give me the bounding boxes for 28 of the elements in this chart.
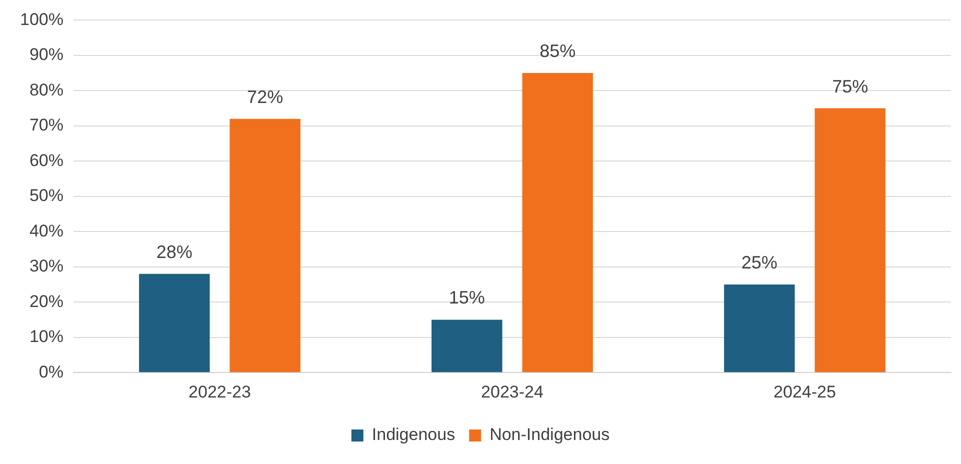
y-tick-label: 100% xyxy=(20,10,64,29)
y-tick-label: 50% xyxy=(29,186,64,206)
y-tick-label: 10% xyxy=(29,327,64,346)
data-label: 85% xyxy=(540,41,576,62)
bar xyxy=(230,118,300,372)
data-label: 25% xyxy=(741,252,778,272)
data-label: 28% xyxy=(156,242,192,262)
y-tick-label: 60% xyxy=(29,150,64,170)
x-tick-label: 2023-24 xyxy=(481,382,544,402)
x-tick-label: 2022-23 xyxy=(188,382,251,402)
data-label: 15% xyxy=(448,288,485,308)
legend-label: Indigenous xyxy=(372,425,456,444)
data-label: 75% xyxy=(832,76,868,96)
bar xyxy=(432,320,502,372)
y-tick-label: 70% xyxy=(29,116,64,135)
bar xyxy=(814,108,886,372)
bar xyxy=(724,284,795,372)
y-tick-label: 80% xyxy=(29,80,64,100)
bar xyxy=(522,73,593,372)
data-label: 72% xyxy=(247,86,284,107)
x-tick-label: 2024-25 xyxy=(774,382,836,402)
legend-label: Non-Indigenous xyxy=(490,425,610,444)
y-tick-label: 40% xyxy=(29,221,64,240)
bar xyxy=(139,274,210,372)
y-tick-label: 20% xyxy=(29,292,64,311)
y-tick-label: 30% xyxy=(29,256,64,276)
y-tick-label: 0% xyxy=(38,362,64,382)
y-tick-label: 90% xyxy=(29,45,64,64)
